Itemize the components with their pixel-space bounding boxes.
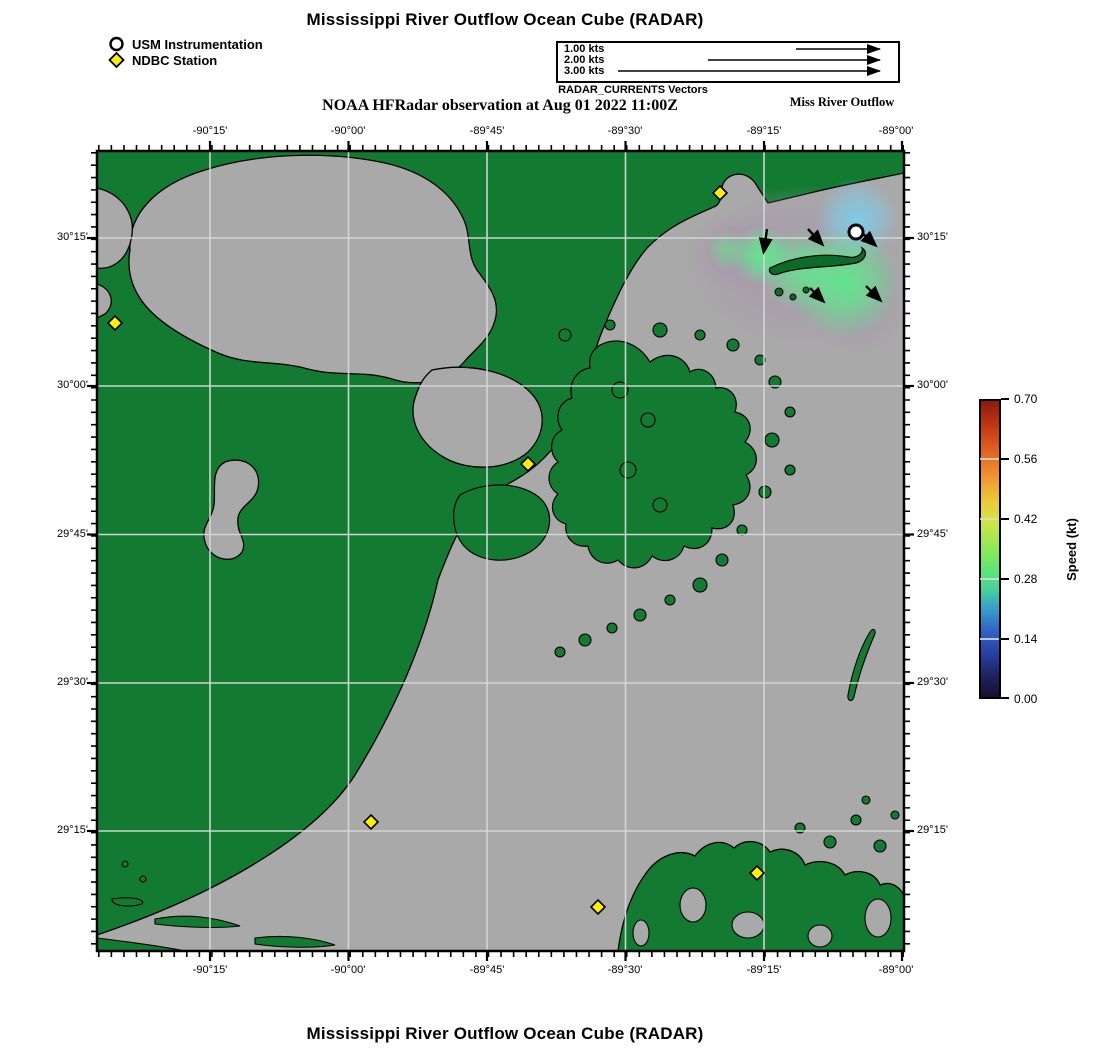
x-tick-top-4: -89°15' — [746, 125, 782, 137]
ndbc-station-marker — [589, 898, 607, 916]
map-subtitle: NOAA HFRadar observation at Aug 01 2022 … — [322, 97, 678, 114]
y-tick-left-2: 29°45' — [57, 528, 88, 540]
delta-land — [617, 841, 904, 951]
marsh-islands — [554, 319, 796, 658]
colorbar-gridline — [980, 578, 999, 580]
y-tick-right-1: 30°00' — [917, 379, 948, 391]
colorbar-label-2: 0.42 — [1014, 512, 1038, 526]
marsh-south-borgne — [453, 484, 551, 561]
lake-pontchartrain — [128, 154, 498, 384]
y-tick-right-4: 29°15' — [917, 824, 948, 836]
ndbc-station-markers — [106, 184, 766, 916]
delta-outer-islands — [794, 795, 900, 853]
scale-row-3: 3.00 kts — [564, 65, 605, 77]
vector-scale-caption: RADAR_CURRENTS Vectors — [558, 84, 708, 96]
x-tick-bottom-1: -90°00' — [330, 964, 366, 976]
vector-scale-box: 1.00 kts 2.00 kts 3.00 kts — [556, 41, 900, 83]
y-tick-left-3: 29°30' — [57, 676, 88, 688]
ndbc-station-marker — [711, 184, 729, 202]
ndbc-station-marker — [362, 813, 380, 831]
y-tick-right-2: 29°45' — [917, 528, 948, 540]
colorbar-gridline — [980, 518, 999, 520]
gridlines — [97, 151, 904, 951]
colorbar-tick — [1001, 578, 1009, 580]
ndbc-station-marker — [748, 864, 766, 882]
x-tick-bottom-0: -90°15' — [192, 964, 228, 976]
colorbar-tick — [1001, 518, 1009, 520]
outflow-annotation: Miss River Outflow — [789, 95, 895, 109]
colorbar-label-4: 0.14 — [1014, 632, 1038, 646]
bottom-title: Mississippi River Outflow Ocean Cube (RA… — [306, 1024, 704, 1043]
legend-usm-label: USM Instrumentation — [132, 36, 263, 52]
legend-ndbc-label: NDBC Station — [132, 52, 218, 68]
colorbar-tick — [1001, 638, 1009, 640]
x-tick-top-2: -89°45' — [469, 125, 505, 137]
scale-row-2: 2.00 kts — [564, 54, 605, 66]
colorbar-tick — [1001, 697, 1009, 699]
ndbc-station-marker — [106, 314, 124, 332]
vector-scale-arrows — [618, 44, 881, 76]
ndbc-diamond-icon — [108, 52, 125, 68]
colorbar-tick — [1001, 458, 1009, 460]
lake-small-left — [97, 283, 112, 319]
x-tick-bottom-5: -89°00' — [878, 964, 914, 976]
y-tick-right-3: 29°30' — [917, 676, 948, 688]
y-tick-left-1: 30°00' — [57, 379, 88, 391]
colorbar-label-5: 0.00 — [1014, 692, 1038, 706]
x-tick-top-5: -89°00' — [878, 125, 914, 137]
speed-colorbar — [979, 399, 1001, 699]
symbol-legend: USM Instrumentation NDBC Station — [108, 36, 263, 68]
usm-circle-icon — [109, 36, 124, 52]
colorbar-title: Speed (kt) — [1063, 518, 1079, 581]
axis-ticks — [87, 141, 914, 961]
map-geography — [97, 151, 904, 951]
colorbar-gridline — [980, 458, 999, 460]
y-tick-right-0: 30°15' — [917, 231, 948, 243]
usm-instrumentation-marker — [847, 223, 865, 241]
scale-row-1: 1.00 kts — [564, 43, 605, 55]
curved-island-radar — [768, 246, 866, 276]
x-tick-bottom-4: -89°15' — [746, 964, 782, 976]
colorbar-label-1: 0.56 — [1014, 452, 1038, 466]
colorbar-tick — [1001, 398, 1009, 400]
ndbc-station-marker — [519, 455, 537, 473]
lake-maurepas — [97, 187, 133, 269]
barrier-islands — [97, 860, 336, 951]
y-tick-left-0: 30°15' — [57, 231, 88, 243]
y-tick-left-4: 29°15' — [57, 824, 88, 836]
colorbar-label-0: 0.70 — [1014, 392, 1038, 406]
x-tick-bottom-3: -89°30' — [607, 964, 643, 976]
delta-inlets — [632, 887, 892, 948]
colorbar-label-3: 0.28 — [1014, 572, 1038, 586]
colorbar-gridline — [980, 638, 999, 640]
top-title: Mississippi River Outflow Ocean Cube (RA… — [306, 10, 704, 29]
tiny-islands-radar — [774, 286, 810, 301]
x-tick-top-0: -90°15' — [192, 125, 228, 137]
x-tick-bottom-2: -89°45' — [469, 964, 505, 976]
x-tick-top-1: -90°00' — [330, 125, 366, 137]
x-tick-top-3: -89°30' — [607, 125, 643, 137]
lake-borgne — [412, 366, 543, 468]
biloxi-marsh — [548, 340, 757, 569]
